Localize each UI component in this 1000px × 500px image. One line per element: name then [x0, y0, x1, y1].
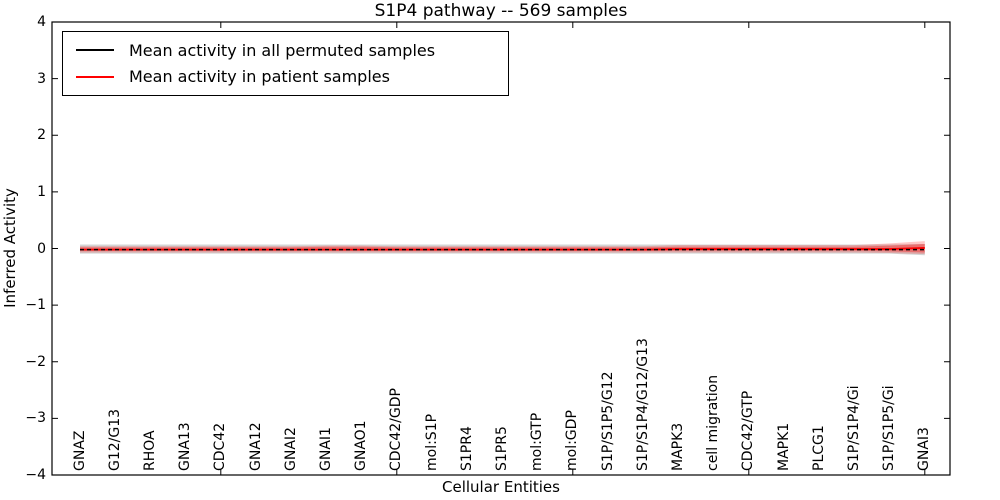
- y-tick-label: −1: [25, 297, 46, 314]
- chart-title: S1P4 pathway -- 569 samples: [374, 1, 628, 21]
- x-category-label: cell migration: [705, 374, 722, 471]
- x-category-label: S1P/S1P4/Gi: [845, 385, 862, 471]
- patient-samples-spread-outer: [80, 241, 925, 255]
- legend-label-permuted: Mean activity in all permuted samples: [129, 40, 436, 60]
- legend-entry-patient: Mean activity in patient samples: [76, 67, 508, 86]
- x-category-label: CDC42/GDP: [388, 388, 405, 471]
- x-category-label: GNAO1: [353, 420, 370, 471]
- legend: Mean activity in all permuted samples Me…: [62, 31, 509, 96]
- y-tick-label: 4: [37, 14, 46, 30]
- x-category-label: mol:GDP: [564, 410, 581, 471]
- x-category-label: GNAI2: [282, 427, 299, 471]
- y-tick-label: −3: [25, 410, 46, 427]
- y-tick-label: 1: [37, 183, 46, 200]
- x-category-label: MAPK3: [669, 422, 686, 471]
- x-category-label: S1P/S1P5/G12: [599, 371, 616, 471]
- legend-line-swatch-patient: [76, 75, 114, 78]
- x-category-label: S1PR4: [458, 426, 475, 471]
- x-category-label: GNAZ: [71, 430, 88, 472]
- x-category-label: S1P/S1P4/G12/G13: [634, 338, 651, 471]
- x-category-label: GNAI1: [317, 427, 334, 471]
- y-tick-label: −4: [25, 467, 46, 483]
- x-category-label: GNA13: [177, 422, 194, 471]
- x-axis-label: Cellular Entities: [442, 478, 560, 496]
- x-category-label: PLCG1: [810, 425, 827, 471]
- x-category-label: mol:S1P: [423, 413, 440, 471]
- legend-entry-permuted: Mean activity in all permuted samples: [76, 41, 508, 60]
- legend-line-swatch-permuted: [76, 49, 114, 52]
- x-category-label: mol:GTP: [529, 412, 546, 471]
- x-category-label: CDC42/GTP: [740, 390, 757, 471]
- y-tick-label: 2: [37, 127, 46, 144]
- x-category-label: G12/G13: [106, 408, 123, 471]
- x-category-label: GNA12: [247, 422, 264, 471]
- x-category-label: RHOA: [141, 430, 158, 471]
- y-tick-label: 3: [37, 70, 46, 87]
- y-tick-label: 0: [37, 240, 46, 257]
- x-category-label: CDC42: [212, 422, 229, 471]
- x-category-label: MAPK1: [775, 422, 792, 471]
- x-category-label: S1PR5: [493, 426, 510, 471]
- legend-label-patient: Mean activity in patient samples: [129, 67, 390, 87]
- x-category-label: GNAI3: [916, 427, 933, 471]
- x-category-label: S1P/S1P5/Gi: [881, 385, 898, 471]
- y-tick-label: −2: [25, 353, 46, 370]
